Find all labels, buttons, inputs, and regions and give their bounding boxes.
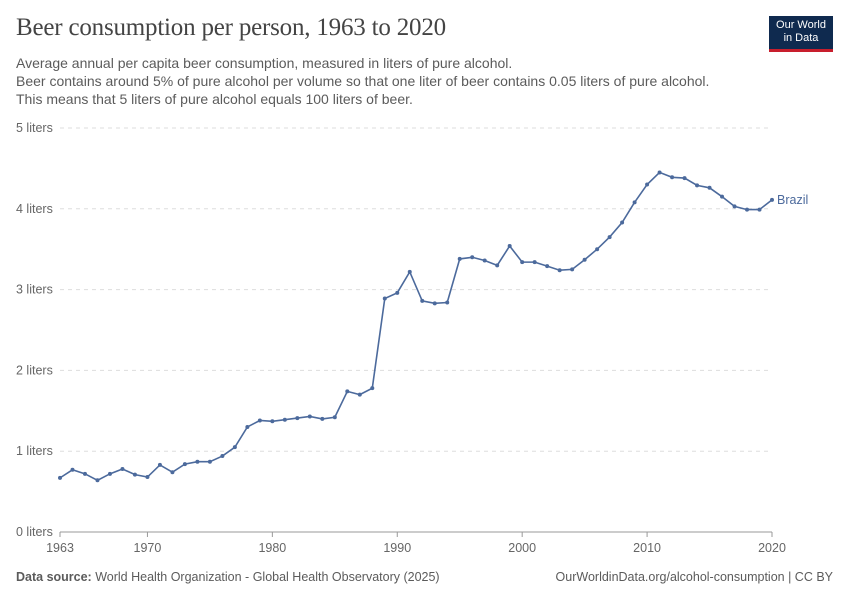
data-point: [520, 260, 525, 265]
data-point: [307, 414, 312, 419]
series-label: Brazil: [777, 193, 808, 207]
x-tick-label: 1980: [258, 541, 286, 555]
data-point: [220, 454, 225, 459]
y-tick-label: 5 liters: [16, 121, 53, 135]
data-point: [58, 475, 62, 480]
data-point: [182, 462, 187, 467]
subtitle-line: Beer contains around 5% of pure alcohol …: [16, 73, 710, 107]
data-source: Data source: World Health Organization -…: [16, 570, 440, 584]
data-point: [332, 415, 337, 420]
series-line-brazil: [59, 171, 773, 482]
logo-text: in Data: [783, 32, 819, 44]
data-point: [295, 416, 300, 421]
y-tick-label: 0 liters: [16, 525, 53, 539]
data-point: [132, 472, 137, 477]
data-point: [282, 417, 287, 422]
data-point: [257, 418, 262, 423]
data-point: [632, 200, 637, 205]
x-tick-label: 1990: [383, 541, 411, 555]
data-point: [582, 257, 587, 262]
data-point: [770, 197, 774, 202]
data-point: [370, 386, 375, 391]
data-point: [557, 268, 562, 273]
data-point: [145, 475, 150, 480]
data-point: [432, 301, 437, 306]
data-point: [682, 176, 687, 181]
data-point: [545, 264, 550, 269]
data-point: [420, 298, 425, 303]
data-point: [107, 471, 112, 476]
source-text[interactable]: World Health Organization - Global Healt…: [95, 570, 440, 584]
x-tick-label: 2010: [633, 541, 661, 555]
y-tick-label: 2 liters: [16, 363, 53, 377]
data-point: [757, 207, 762, 212]
y-tick-label: 1 liters: [16, 444, 53, 458]
x-tick-label: 2020: [758, 541, 786, 555]
y-tick-label: 4 liters: [16, 202, 53, 216]
chart-subtitle: Average annual per capita beer consumpti…: [16, 54, 736, 108]
x-tick-label: 1970: [134, 541, 162, 555]
data-point: [407, 269, 412, 274]
data-point: [620, 220, 625, 225]
data-point: [70, 467, 75, 472]
data-point: [382, 296, 387, 301]
data-point: [195, 459, 200, 464]
data-point: [270, 419, 275, 424]
data-point: [120, 466, 125, 471]
data-point: [395, 290, 400, 295]
credit-link[interactable]: OurWorldinData.org/alcohol-consumption |…: [555, 570, 833, 584]
data-point: [482, 258, 487, 263]
data-point: [745, 207, 750, 212]
data-point: [495, 263, 500, 268]
data-point: [595, 247, 600, 252]
data-point: [357, 392, 362, 397]
data-point: [457, 256, 462, 261]
subtitle-line: Average annual per capita beer consumpti…: [16, 55, 513, 71]
data-point: [570, 267, 575, 272]
source-label: Data source:: [16, 570, 92, 584]
data-point: [670, 175, 675, 180]
logo-text: Our World: [776, 19, 826, 31]
data-point: [320, 416, 325, 421]
data-point: [232, 445, 237, 450]
chart-title: Beer consumption per person, 1963 to 202…: [16, 14, 446, 41]
x-tick-label: 1963: [46, 541, 74, 555]
data-point: [82, 471, 87, 476]
owid-logo[interactable]: Our World in Data: [769, 16, 833, 52]
y-tick-label: 3 liters: [16, 283, 53, 297]
data-point: [470, 255, 475, 260]
x-tick-label: 2000: [508, 541, 536, 555]
data-point: [607, 235, 612, 240]
data-point: [157, 462, 162, 467]
data-point: [657, 170, 662, 175]
data-point: [95, 478, 100, 483]
data-point: [207, 459, 212, 464]
data-point: [720, 194, 725, 199]
data-point: [645, 182, 650, 187]
data-point: [507, 243, 512, 248]
data-point: [532, 260, 537, 265]
data-point: [732, 204, 737, 209]
data-point: [445, 300, 450, 305]
data-point: [170, 470, 175, 475]
data-point: [695, 183, 700, 188]
data-point: [707, 185, 712, 190]
data-point: [245, 424, 250, 429]
data-point: [345, 389, 350, 394]
